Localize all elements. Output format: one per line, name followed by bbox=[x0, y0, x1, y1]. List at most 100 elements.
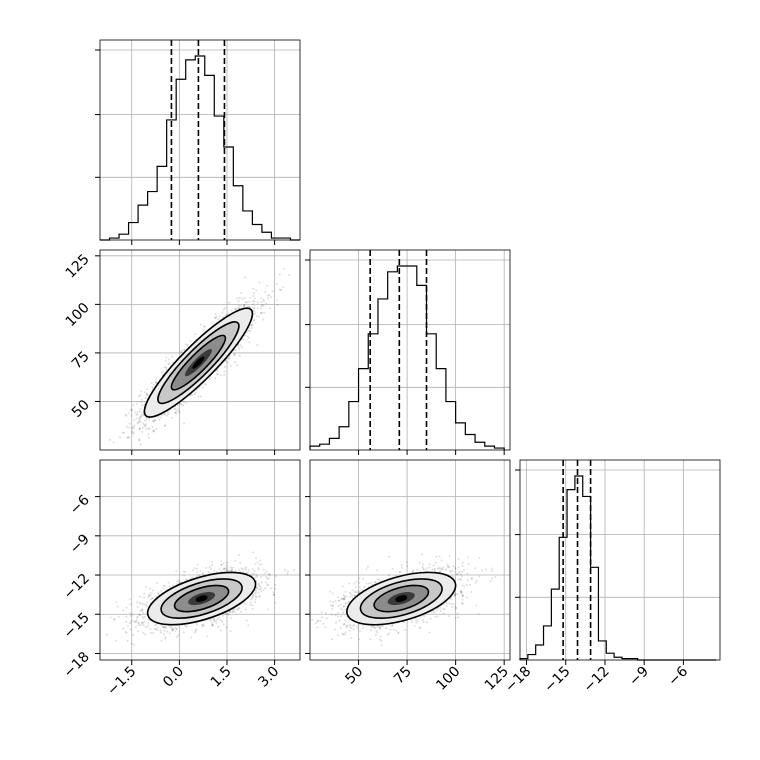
sample-point bbox=[160, 624, 163, 627]
sample-point bbox=[261, 304, 264, 307]
sample-point bbox=[209, 618, 212, 621]
sample-point bbox=[185, 401, 188, 404]
sample-point bbox=[258, 588, 261, 591]
sample-point bbox=[124, 413, 127, 416]
sample-point bbox=[176, 409, 179, 412]
sample-point bbox=[268, 573, 271, 576]
sample-point bbox=[259, 311, 262, 314]
sample-point bbox=[141, 609, 144, 612]
sample-point bbox=[208, 566, 211, 569]
sample-point bbox=[158, 418, 161, 421]
sample-point bbox=[243, 602, 246, 605]
sample-point bbox=[225, 561, 228, 564]
sample-point bbox=[325, 612, 328, 615]
sample-point bbox=[256, 344, 259, 347]
sample-point bbox=[222, 562, 225, 565]
sample-point bbox=[370, 626, 373, 629]
sample-point bbox=[248, 569, 251, 572]
sample-point bbox=[272, 593, 275, 596]
sample-point bbox=[234, 361, 237, 364]
sample-point bbox=[177, 404, 180, 407]
sample-point bbox=[144, 391, 147, 394]
sample-point bbox=[185, 625, 188, 628]
sample-point bbox=[257, 315, 260, 318]
sample-point bbox=[255, 589, 258, 592]
sample-point bbox=[273, 593, 276, 596]
sample-point bbox=[137, 394, 140, 397]
sample-point bbox=[388, 574, 391, 577]
sample-point bbox=[151, 386, 154, 389]
sample-point bbox=[266, 577, 269, 580]
sample-point bbox=[144, 425, 147, 428]
sample-point bbox=[165, 626, 168, 629]
sample-point bbox=[268, 294, 271, 297]
sample-point bbox=[457, 566, 460, 569]
sample-point bbox=[126, 425, 129, 428]
sample-point bbox=[233, 307, 236, 310]
y-tick-label: −18 bbox=[61, 649, 93, 681]
sample-point bbox=[134, 411, 137, 414]
sample-point bbox=[376, 631, 379, 634]
sample-point bbox=[140, 398, 143, 401]
sample-point bbox=[278, 288, 281, 291]
sample-point bbox=[182, 404, 185, 407]
sample-point bbox=[179, 350, 182, 353]
sample-point bbox=[173, 408, 176, 411]
sample-point bbox=[153, 430, 156, 433]
sample-point bbox=[230, 567, 233, 570]
sample-point bbox=[138, 417, 141, 420]
sample-point bbox=[125, 621, 128, 624]
sample-point bbox=[168, 363, 171, 366]
sample-point bbox=[164, 625, 167, 628]
sample-point bbox=[243, 296, 246, 299]
sample-point bbox=[167, 410, 170, 413]
sample-point bbox=[211, 623, 214, 626]
sample-point bbox=[213, 317, 216, 320]
sample-point bbox=[217, 617, 220, 620]
sample-point bbox=[172, 584, 175, 587]
sample-point bbox=[215, 619, 218, 622]
sample-point bbox=[255, 586, 258, 589]
sample-point bbox=[251, 596, 254, 599]
sample-point bbox=[192, 569, 195, 572]
sample-point bbox=[184, 343, 187, 346]
sample-point bbox=[177, 410, 180, 413]
sample-point bbox=[160, 371, 163, 374]
sample-point bbox=[253, 573, 256, 576]
sample-point bbox=[461, 565, 464, 568]
sample-point bbox=[274, 601, 277, 604]
sample-point bbox=[242, 570, 245, 573]
y-tick-label: 50 bbox=[69, 397, 93, 421]
sample-point bbox=[255, 596, 258, 599]
sample-point bbox=[215, 621, 218, 624]
sample-point bbox=[265, 581, 268, 584]
sample-point bbox=[236, 363, 239, 366]
sample-point bbox=[234, 560, 237, 563]
sample-point bbox=[216, 373, 219, 376]
scatter-panel-p0-p2: −1.5 0.0 1.5 3.0−18−15−12−9−6 bbox=[61, 459, 301, 699]
sample-point bbox=[160, 590, 163, 593]
sample-point bbox=[255, 289, 258, 292]
sample-point bbox=[195, 623, 198, 626]
contour-1 bbox=[157, 321, 240, 405]
sample-point bbox=[142, 631, 145, 634]
sample-point bbox=[198, 386, 201, 389]
sample-point bbox=[145, 603, 148, 606]
sample-point bbox=[113, 617, 116, 620]
sample-point bbox=[174, 411, 177, 414]
sample-point bbox=[175, 627, 178, 630]
sample-point bbox=[256, 561, 259, 564]
sample-point bbox=[199, 323, 202, 326]
sample-point bbox=[141, 622, 144, 625]
sample-point bbox=[266, 608, 269, 611]
sample-point bbox=[378, 626, 381, 629]
histogram-step-p0 bbox=[100, 55, 300, 241]
sample-point bbox=[125, 606, 128, 609]
sample-point bbox=[241, 568, 244, 571]
sample-point bbox=[219, 618, 222, 621]
sample-point bbox=[177, 581, 180, 584]
sample-point bbox=[251, 323, 254, 326]
sample-point bbox=[269, 307, 272, 310]
contour-0 bbox=[146, 571, 257, 626]
sample-point bbox=[286, 572, 289, 575]
